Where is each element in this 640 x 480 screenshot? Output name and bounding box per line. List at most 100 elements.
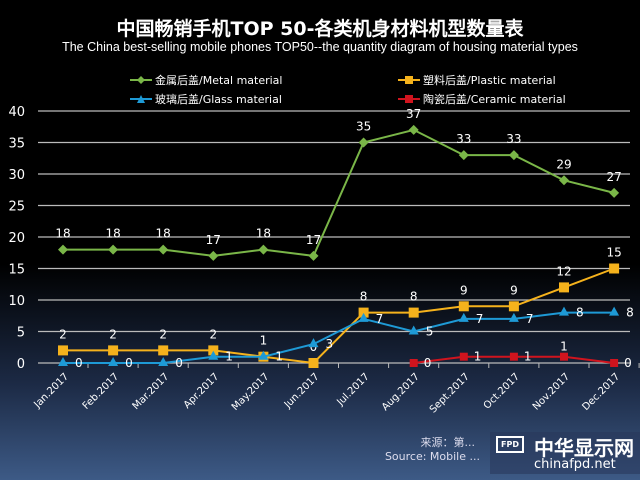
data-point (208, 345, 219, 356)
data-point (560, 352, 568, 361)
data-label: 8 (360, 290, 368, 304)
x-tick-label: Jan.2017 (31, 371, 71, 411)
data-point (610, 359, 619, 367)
data-label: 27 (606, 170, 621, 184)
data-point (509, 352, 518, 361)
data-point (408, 325, 419, 335)
y-tick-label: 0 (17, 357, 25, 372)
data-point (559, 306, 569, 316)
data-point (308, 358, 319, 368)
x-tick-label: Apr.2017 (182, 371, 222, 411)
watermark-badge: FPD (496, 436, 524, 453)
y-tick-label: 25 (8, 200, 25, 215)
legend-glass: 玻璃后盖/Glass material (130, 91, 282, 107)
data-point (508, 301, 519, 312)
legend-marker-metal-icon (130, 76, 152, 84)
data-label: 7 (526, 312, 534, 326)
legend-ceramic: 陶瓷后盖/Ceramic material (398, 91, 566, 107)
data-label: 8 (576, 306, 584, 320)
data-point (458, 150, 469, 161)
x-tick-label: Mar.2017 (131, 371, 172, 412)
legend-marker-plastic-icon (398, 76, 420, 84)
data-label: 0 (424, 356, 432, 370)
data-point (108, 345, 119, 356)
x-tick-label: Sept.2017 (428, 371, 472, 415)
data-label: 37 (406, 107, 421, 121)
x-tick-label: May.2017 (230, 371, 272, 413)
data-point (258, 350, 269, 360)
data-label: 1 (474, 350, 482, 364)
data-point (208, 350, 219, 360)
data-point (158, 357, 169, 366)
data-point (559, 175, 569, 186)
data-point (508, 312, 519, 322)
data-label: 0 (125, 356, 133, 370)
y-tick-label: 40 (8, 105, 25, 120)
data-label: 8 (410, 290, 418, 304)
data-label: 1 (560, 340, 568, 354)
data-label: 9 (510, 283, 518, 297)
chart-title: 中国畅销手机TOP 50-各类机身材料机型数量表 (116, 18, 524, 40)
data-point (609, 306, 620, 316)
data-point (458, 312, 469, 322)
data-label: 0 (175, 356, 183, 370)
data-label: 2 (209, 327, 217, 341)
data-point (258, 244, 269, 255)
legend-marker-ceramic-icon (398, 95, 420, 103)
data-point (358, 137, 369, 148)
data-label: 33 (506, 132, 521, 146)
series-line (63, 128, 615, 257)
data-point (559, 282, 569, 293)
x-tick-label: Nov.2017 (531, 371, 572, 412)
data-label: 0 (624, 356, 632, 370)
legend-label: 金属后盖/Metal material (155, 74, 283, 87)
data-point (158, 345, 169, 356)
data-point (409, 359, 418, 367)
data-point (358, 312, 369, 322)
data-point (208, 250, 219, 261)
data-label: 0 (75, 356, 83, 370)
data-label: 18 (55, 227, 70, 241)
y-tick-label: 5 (17, 326, 25, 341)
data-label: 2 (159, 327, 167, 341)
legend-label: 玻璃后盖/Glass material (155, 93, 282, 106)
data-point (58, 244, 68, 255)
data-point (108, 357, 119, 366)
data-point (358, 307, 369, 318)
data-label: 18 (156, 227, 171, 241)
series-line (63, 311, 615, 364)
legend-label: 塑料后盖/Plastic material (423, 74, 556, 87)
y-tick-label: 30 (8, 168, 25, 183)
y-tick-label: 35 (8, 137, 25, 152)
watermark-en: chinafpd.net (534, 457, 616, 472)
data-point (609, 263, 620, 274)
series-line (63, 267, 615, 365)
data-point (308, 250, 319, 261)
data-label: 33 (456, 132, 471, 146)
data-label: 7 (476, 312, 484, 326)
data-label: 12 (556, 264, 571, 278)
data-label: 1 (225, 350, 233, 364)
source-cn: 来源：第... (420, 436, 476, 449)
legend-marker-glass-icon (130, 95, 152, 103)
data-point (158, 244, 169, 255)
y-tick-label: 20 (8, 231, 25, 246)
data-point (609, 187, 620, 198)
x-tick-label: Oct.2017 (482, 371, 522, 411)
x-tick-label: Aug.2017 (380, 371, 422, 413)
legend-plastic: 塑料后盖/Plastic material (398, 72, 556, 88)
x-tick-label: Jun.2017 (282, 371, 322, 411)
data-point (408, 124, 419, 135)
data-label: 5 (426, 325, 434, 339)
x-tick-label: Dec.2017 (581, 371, 623, 413)
data-label: 1 (260, 334, 268, 348)
data-point (308, 338, 319, 348)
data-label: 35 (356, 120, 371, 134)
data-label: 8 (626, 306, 634, 320)
data-label: 15 (606, 246, 621, 260)
data-label: 18 (105, 227, 120, 241)
data-label: 17 (206, 233, 221, 247)
data-label: 1 (524, 350, 532, 364)
data-point (458, 301, 469, 312)
